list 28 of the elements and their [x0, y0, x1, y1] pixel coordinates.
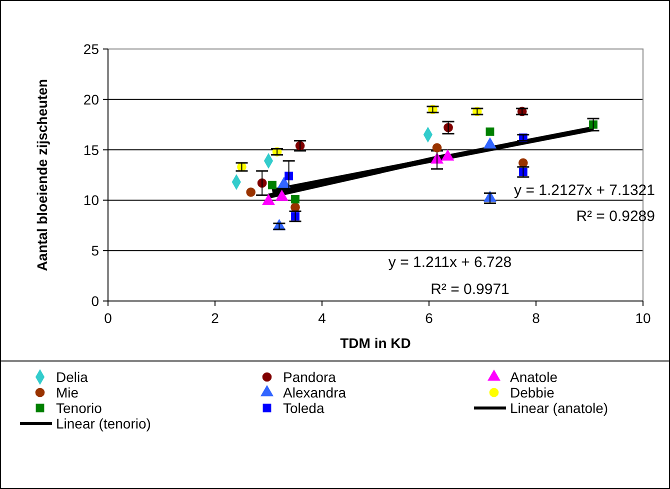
y-tick-label: 0	[91, 293, 100, 309]
legend-label: Delia	[56, 369, 88, 385]
y-tick-label: 5	[91, 242, 100, 259]
legend-label: Alexandra	[283, 384, 346, 400]
legend-label: Linear (anatole)	[510, 400, 608, 416]
x-tick-label: 2	[211, 310, 220, 326]
legend-label: Anatole	[510, 369, 558, 385]
annotation: R² = 0.9289	[576, 208, 655, 225]
y-tick-label: 20	[83, 91, 100, 108]
y-tick-label: 10	[83, 192, 100, 208]
annotation: y = 1.2127x + 7.1321	[514, 182, 655, 199]
x-tick-label: 6	[425, 310, 434, 326]
legend-label: Toleda	[283, 400, 324, 416]
legend-label: Pandora	[283, 369, 336, 385]
x-tick-label: 8	[532, 310, 540, 326]
y-tick-label: 25	[83, 41, 100, 57]
legend-label: Debbie	[510, 384, 555, 400]
y-axis-title: Aantal bloeiende zijscheuten	[34, 78, 50, 272]
legend-label: Mie	[56, 384, 79, 400]
x-tick-label: 4	[318, 310, 326, 326]
legend-label: Tenorio	[56, 400, 102, 416]
annotation: y = 1.211x + 6.728	[388, 254, 512, 271]
annotation: R² = 0.9971	[430, 281, 510, 298]
x-tick-label: 10	[635, 310, 651, 326]
y-tick-label: 15	[83, 142, 100, 158]
x-axis-title: TDM in KD	[340, 335, 411, 351]
x-tick-label: 0	[104, 310, 112, 326]
legend-label: Linear (tenorio)	[56, 416, 151, 432]
